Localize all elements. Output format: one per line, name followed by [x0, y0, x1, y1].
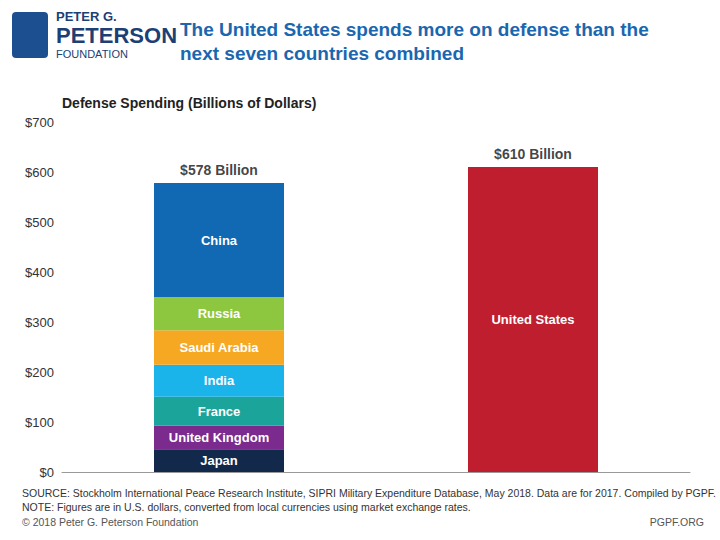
svg-text:China: China [201, 233, 238, 248]
svg-text:Saudi Arabia: Saudi Arabia [180, 340, 260, 355]
svg-text:next seven countries combined: next seven countries combined [180, 43, 464, 64]
svg-text:India: India [204, 373, 235, 388]
svg-text:$200: $200 [25, 365, 54, 380]
svg-text:France: France [198, 404, 241, 419]
svg-text:PETER G.: PETER G. [56, 9, 117, 24]
svg-text:$300: $300 [25, 315, 54, 330]
svg-text:Defense Spending (Billions of: Defense Spending (Billions of Dollars) [62, 95, 316, 111]
svg-text:© 2018 Peter G. Peterson Found: © 2018 Peter G. Peterson Foundation [22, 516, 199, 528]
svg-text:$600: $600 [25, 165, 54, 180]
svg-text:Russia: Russia [198, 306, 241, 321]
svg-text:FOUNDATION: FOUNDATION [56, 48, 128, 60]
svg-text:Japan: Japan [200, 453, 238, 468]
svg-text:$400: $400 [25, 265, 54, 280]
svg-text:The United States spends more: The United States spends more on defense… [180, 19, 654, 40]
svg-text:PGPF.ORG: PGPF.ORG [650, 516, 704, 528]
svg-text:PETERSON: PETERSON [56, 23, 177, 48]
svg-text:United States: United States [491, 312, 574, 327]
svg-text:$700: $700 [25, 115, 54, 130]
svg-text:SOURCE: Stockholm Internationa: SOURCE: Stockholm International Peace Re… [22, 487, 716, 499]
svg-text:$0: $0 [40, 465, 54, 480]
svg-text:United Kingdom: United Kingdom [169, 430, 269, 445]
svg-text:$500: $500 [25, 215, 54, 230]
svg-text:NOTE: Figures are in U.S. doll: NOTE: Figures are in U.S. dollars, conve… [22, 501, 471, 513]
svg-text:$610 Billion: $610 Billion [494, 146, 572, 162]
svg-text:$100: $100 [25, 415, 54, 430]
svg-text:$578 Billion: $578 Billion [180, 162, 258, 178]
